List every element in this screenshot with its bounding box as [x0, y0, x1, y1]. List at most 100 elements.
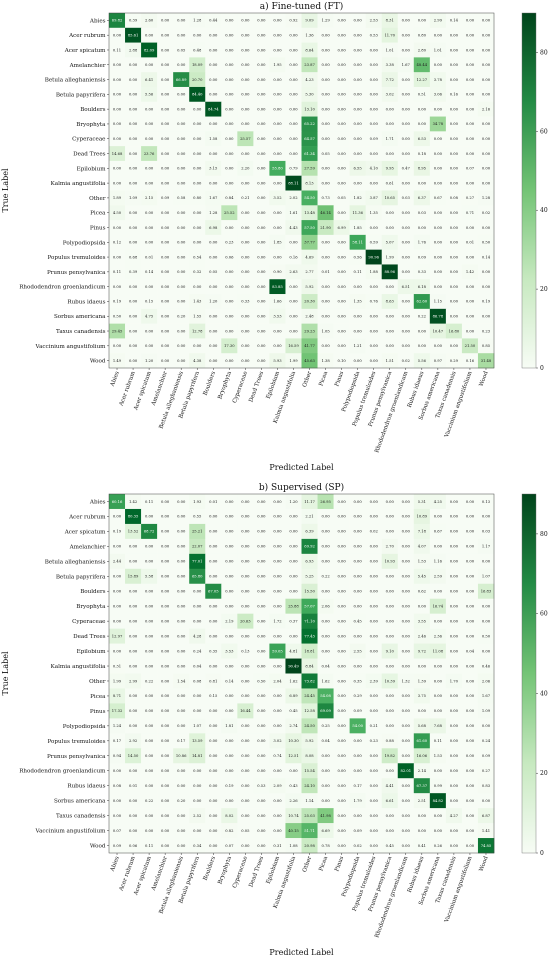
heatmap-cell [157, 523, 174, 540]
cell-value: 0.00 [482, 93, 491, 97]
heatmap-cell [301, 553, 318, 570]
heatmap-cell [461, 643, 479, 659]
heatmap-cell [317, 116, 334, 132]
y-tick-label: Rhododendron groenlandicum [19, 285, 106, 291]
cell-value: 0.00 [145, 784, 154, 788]
heatmap-cell [173, 553, 190, 570]
heatmap-cell [157, 808, 174, 824]
cell-value: 0.00 [337, 530, 346, 534]
x-tick-label: Acer spicatum [133, 855, 153, 897]
cell-value: 0.15 [145, 300, 154, 304]
cell-value: 0.00 [337, 814, 346, 818]
cell-value: 1.99 [386, 255, 395, 259]
cell-value: 0.05 [241, 829, 250, 833]
cell-value: 11.36 [352, 211, 363, 215]
colorbar-tick-label: 40 [540, 690, 548, 697]
heatmap-cell [445, 808, 463, 824]
cell-value: 0.00 [129, 619, 138, 623]
cell-value: 55.80 [272, 167, 283, 171]
cell-value: 0.00 [370, 48, 379, 52]
heatmap-cell [365, 160, 383, 177]
heatmap-cell [413, 718, 431, 734]
cell-value: 45.63 [304, 359, 315, 363]
cell-value: 1.93 [193, 500, 202, 504]
heatmap-cell [253, 116, 270, 132]
cell-value: 4.41 [386, 784, 394, 788]
cell-value: 0.71 [466, 211, 474, 215]
heatmap-cell [141, 101, 158, 117]
cell-value: 0.00 [209, 315, 218, 319]
cell-value: 0.00 [209, 709, 218, 713]
cell-value: 0.00 [402, 604, 411, 608]
cell-value: 0.00 [241, 33, 250, 37]
heatmap-cell [173, 279, 190, 295]
heatmap-cell [301, 13, 318, 29]
heatmap-cell [253, 703, 270, 719]
y-axis-label: True Label [1, 168, 10, 213]
cell-value: 0.00 [466, 844, 475, 848]
heatmap-cell [317, 353, 334, 369]
heatmap-cell [205, 598, 222, 614]
heatmap-cell [413, 643, 431, 659]
heatmap-cell [253, 220, 270, 236]
heatmap-cell [429, 763, 447, 779]
heatmap-cell [237, 264, 254, 280]
heatmap-cell [221, 613, 238, 629]
cell-value: 0.00 [482, 315, 491, 319]
cell-value: 0.00 [273, 724, 282, 728]
heatmap-cell [269, 688, 286, 704]
cell-value: 0.00 [193, 769, 202, 773]
heatmap-cell [333, 27, 350, 43]
heatmap-cell [317, 823, 334, 839]
heatmap-cell [317, 131, 334, 147]
cell-value: 54.00 [352, 724, 363, 728]
cell-value: 0.00 [402, 270, 411, 274]
heatmap-cell [157, 688, 174, 704]
cell-value: 0.00 [241, 634, 250, 638]
cell-value: 0.00 [145, 739, 154, 743]
cell-value: 0.00 [241, 784, 250, 788]
cell-value: 0.00 [241, 329, 250, 333]
cell-value: 0.00 [370, 226, 379, 230]
heatmap-cell [397, 264, 415, 280]
heatmap-cell [301, 538, 318, 555]
cell-value: 10.65 [384, 196, 395, 200]
cell-value: 0.00 [418, 181, 427, 185]
cell-value: 0.00 [273, 530, 282, 534]
heatmap-cell [125, 101, 142, 117]
cell-value: 0.00 [113, 226, 122, 230]
heatmap-cell [445, 72, 463, 88]
cell-value: 6.99 [337, 226, 346, 230]
cell-value: 0.00 [482, 226, 491, 230]
cell-value: 0.00 [161, 515, 170, 519]
cell-value: 0.00 [161, 575, 170, 579]
cell-value: 0.00 [145, 709, 154, 713]
y-tick-label: Picea [90, 694, 106, 700]
heatmap-cell [125, 568, 142, 585]
heatmap-cell [237, 673, 254, 689]
cell-value: 0.00 [257, 575, 266, 579]
cell-value: 0.00 [402, 515, 411, 519]
heatmap-cell [269, 598, 286, 614]
cell-value: 0.00 [402, 799, 411, 803]
cell-value: 0.00 [370, 152, 379, 156]
cell-value: 0.00 [273, 107, 282, 111]
heatmap-cell [189, 72, 206, 88]
cell-value: 22.07 [192, 545, 203, 549]
heatmap-cell [317, 101, 334, 117]
heatmap-cell [429, 643, 447, 659]
heatmap-cell [109, 86, 126, 103]
cell-value: 0.00 [241, 530, 250, 534]
heatmap-cell [173, 101, 190, 117]
cell-value: 0.00 [161, 226, 170, 230]
y-tick-label: Cyperaceae [72, 619, 106, 625]
cell-value: 1.76 [418, 241, 427, 245]
heatmap-cell [189, 583, 206, 600]
heatmap-cell [221, 116, 238, 132]
heatmap-cell [397, 823, 415, 839]
heatmap-cell [157, 116, 174, 132]
cell-value: 0.00 [161, 739, 170, 743]
cell-value: 0.05 [209, 270, 218, 274]
cell-value: 0.00 [370, 604, 379, 608]
